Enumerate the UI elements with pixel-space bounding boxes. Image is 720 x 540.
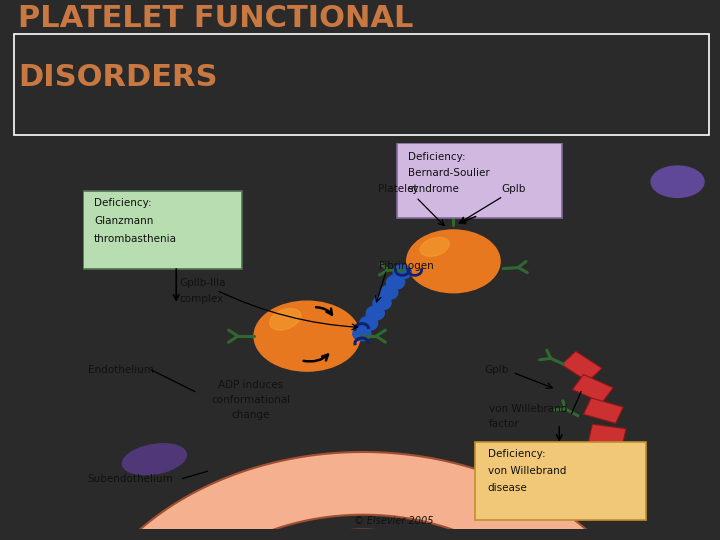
- FancyBboxPatch shape: [397, 143, 562, 218]
- Text: Deficiency:: Deficiency:: [94, 198, 152, 208]
- Text: change: change: [232, 410, 270, 421]
- Circle shape: [379, 286, 398, 300]
- FancyBboxPatch shape: [475, 442, 647, 519]
- Text: Deficiency:: Deficiency:: [487, 449, 545, 460]
- FancyBboxPatch shape: [83, 191, 242, 268]
- Text: GpIb: GpIb: [485, 365, 509, 375]
- Circle shape: [366, 306, 384, 320]
- Text: thrombasthenia: thrombasthenia: [94, 234, 177, 244]
- Polygon shape: [572, 374, 613, 403]
- Circle shape: [359, 316, 377, 330]
- Text: disease: disease: [487, 483, 527, 493]
- Text: conformational: conformational: [212, 395, 290, 405]
- Text: ADP induces: ADP induces: [218, 380, 284, 389]
- Text: Endothelium: Endothelium: [88, 365, 154, 375]
- Text: DISORDERS: DISORDERS: [18, 63, 217, 92]
- Polygon shape: [588, 424, 626, 446]
- Text: GpIb: GpIb: [501, 184, 526, 194]
- Ellipse shape: [651, 166, 704, 198]
- Text: GpIIb-IIIa: GpIIb-IIIa: [179, 278, 226, 288]
- Ellipse shape: [420, 238, 449, 256]
- Ellipse shape: [254, 301, 360, 371]
- Circle shape: [393, 265, 411, 279]
- Text: Platelet: Platelet: [377, 184, 417, 194]
- Bar: [14, 33, 709, 135]
- Text: © Elsevier 2005: © Elsevier 2005: [354, 516, 434, 525]
- Text: von Willebrand: von Willebrand: [487, 466, 566, 476]
- Text: von Willebrand: von Willebrand: [489, 403, 567, 414]
- Text: Fibrinogen: Fibrinogen: [379, 261, 433, 271]
- Text: Bernard-Soulier: Bernard-Soulier: [408, 168, 490, 178]
- Text: Deficiency:: Deficiency:: [408, 152, 466, 161]
- Polygon shape: [562, 351, 602, 382]
- Text: PLATELET FUNCTIONAL: PLATELET FUNCTIONAL: [18, 4, 413, 33]
- Polygon shape: [74, 452, 652, 540]
- Circle shape: [373, 296, 391, 310]
- Text: syndrome: syndrome: [408, 185, 460, 194]
- Ellipse shape: [269, 308, 301, 330]
- Text: complex: complex: [179, 294, 224, 303]
- Text: Subendothelium: Subendothelium: [88, 474, 174, 483]
- Ellipse shape: [407, 230, 500, 293]
- Ellipse shape: [122, 444, 186, 475]
- Text: factor: factor: [489, 419, 520, 429]
- Circle shape: [353, 327, 371, 341]
- Text: Glanzmann: Glanzmann: [94, 217, 153, 226]
- Polygon shape: [583, 398, 624, 423]
- Circle shape: [387, 275, 405, 289]
